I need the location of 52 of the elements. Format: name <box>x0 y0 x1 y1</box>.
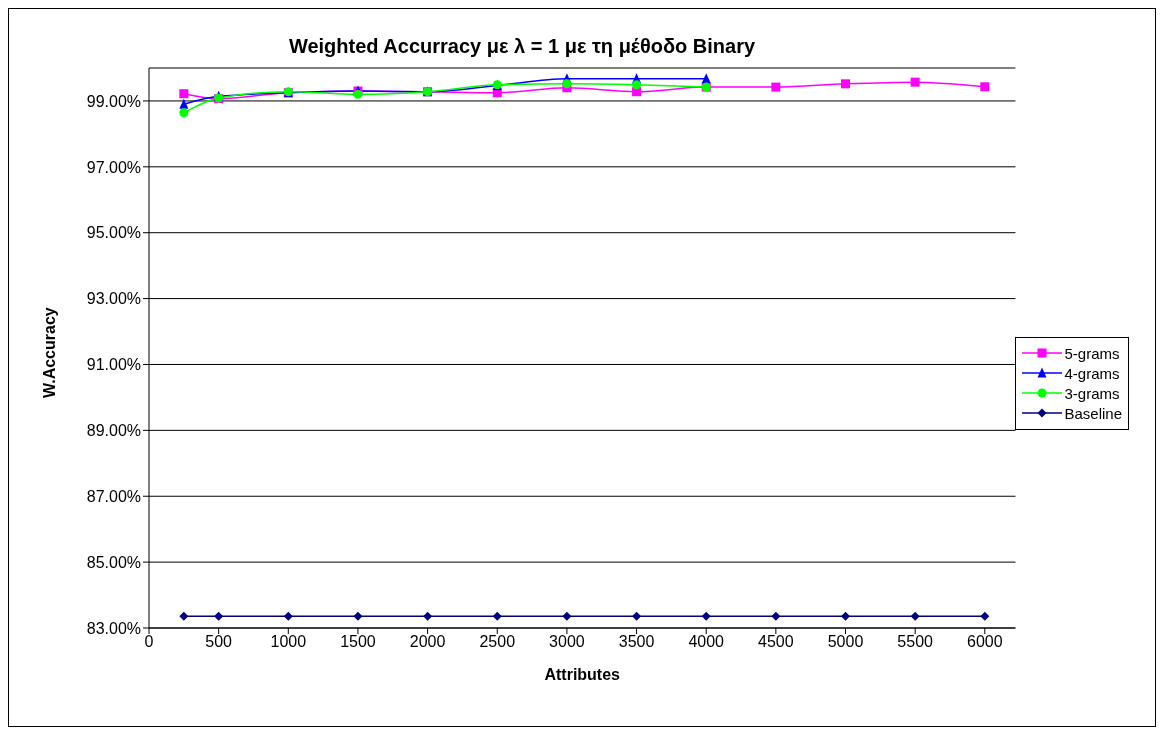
point <box>701 611 711 621</box>
x-tick-label: 5000 <box>827 633 864 651</box>
point <box>283 611 293 621</box>
point <box>179 108 189 118</box>
x-tick-label: 1500 <box>340 633 376 651</box>
legend-label: 4-grams <box>1064 364 1120 382</box>
point <box>910 611 920 621</box>
chart-title: Weighted Accurracy με λ = 1 με τη μέθοδο Binary <box>287 34 757 58</box>
x-tick-label: 6000 <box>967 633 1003 651</box>
y-tick-label: 87.00% <box>86 487 141 505</box>
point <box>910 77 920 87</box>
point <box>562 611 572 621</box>
y-tick-label: 97.00% <box>86 158 141 176</box>
x-tick-label: 2500 <box>479 633 516 651</box>
point <box>179 98 189 109</box>
y-tick-label: 93.00% <box>86 290 141 308</box>
legend-label: 3-grams <box>1064 384 1120 402</box>
x-tick-label: 0 <box>144 633 154 651</box>
y-tick-label: 91.00% <box>86 356 141 374</box>
point <box>841 79 851 89</box>
y-tick-label: 85.00% <box>86 553 141 571</box>
x-tick-label: 4500 <box>758 633 794 651</box>
point <box>423 611 433 621</box>
point <box>771 611 781 621</box>
point <box>214 611 224 621</box>
point <box>353 611 363 621</box>
y-tick-label: 95.00% <box>86 224 141 242</box>
x-tick-label: 4000 <box>688 633 725 651</box>
point <box>179 611 189 621</box>
y-tick-label: 89.00% <box>86 422 141 440</box>
point <box>632 80 642 90</box>
x-tick-label: 2000 <box>409 633 446 651</box>
x-tick-label: 3500 <box>618 633 655 651</box>
point <box>701 73 711 84</box>
x-axis-title: Attributes <box>544 666 621 683</box>
legend-label: Baseline <box>1064 404 1122 422</box>
legend-label: 5-grams <box>1064 344 1120 362</box>
y-tick-label: 99.00% <box>86 92 141 110</box>
point <box>179 89 189 99</box>
x-tick-label: 1000 <box>270 633 307 651</box>
point <box>562 79 572 89</box>
point <box>632 611 642 621</box>
x-tick-label: 5500 <box>897 633 934 651</box>
x-tick-label: 500 <box>205 633 233 651</box>
y-axis-title: W.Accuracy <box>40 307 58 398</box>
point <box>980 611 990 621</box>
x-tick-label: 3000 <box>549 633 585 651</box>
point <box>841 611 851 621</box>
point <box>492 611 502 621</box>
point <box>771 82 781 92</box>
y-tick-label: 83.00% <box>86 619 141 637</box>
point <box>980 82 990 92</box>
